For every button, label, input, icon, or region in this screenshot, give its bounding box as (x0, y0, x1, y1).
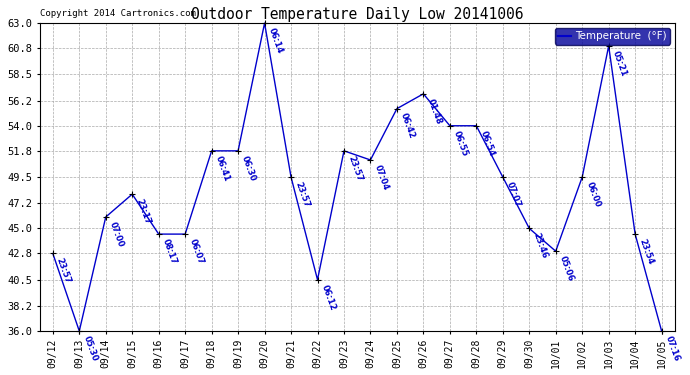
Text: 23:57: 23:57 (293, 180, 310, 209)
Text: 06:42: 06:42 (399, 112, 417, 140)
Text: 23:54: 23:54 (638, 237, 655, 266)
Text: 23:46: 23:46 (531, 232, 549, 260)
Text: 06:07: 06:07 (187, 237, 205, 266)
Text: 06:00: 06:00 (584, 180, 602, 209)
Text: 23:17: 23:17 (135, 198, 152, 226)
Text: 07:04: 07:04 (373, 164, 390, 191)
Title: Outdoor Temperature Daily Low 20141006: Outdoor Temperature Daily Low 20141006 (191, 7, 524, 22)
Text: 23:57: 23:57 (55, 257, 72, 285)
Text: 01:48: 01:48 (426, 97, 443, 125)
Text: 05:06: 05:06 (558, 255, 575, 283)
Text: 06:54: 06:54 (478, 129, 496, 158)
Text: 05:21: 05:21 (611, 50, 629, 78)
Text: 23:57: 23:57 (346, 154, 364, 182)
Text: Copyright 2014 Cartronics.com: Copyright 2014 Cartronics.com (39, 9, 195, 18)
Text: 07:00: 07:00 (108, 220, 126, 248)
Legend: Temperature  (°F): Temperature (°F) (555, 28, 669, 45)
Text: 06:12: 06:12 (319, 283, 337, 311)
Text: 06:14: 06:14 (267, 27, 284, 55)
Text: 06:41: 06:41 (214, 154, 231, 183)
Text: 06:55: 06:55 (452, 129, 470, 158)
Text: 06:30: 06:30 (240, 154, 258, 182)
Text: 05:30: 05:30 (81, 334, 99, 363)
Text: 08:17: 08:17 (161, 237, 178, 266)
Text: 07:16: 07:16 (664, 334, 681, 363)
Text: 07:07: 07:07 (505, 180, 522, 209)
